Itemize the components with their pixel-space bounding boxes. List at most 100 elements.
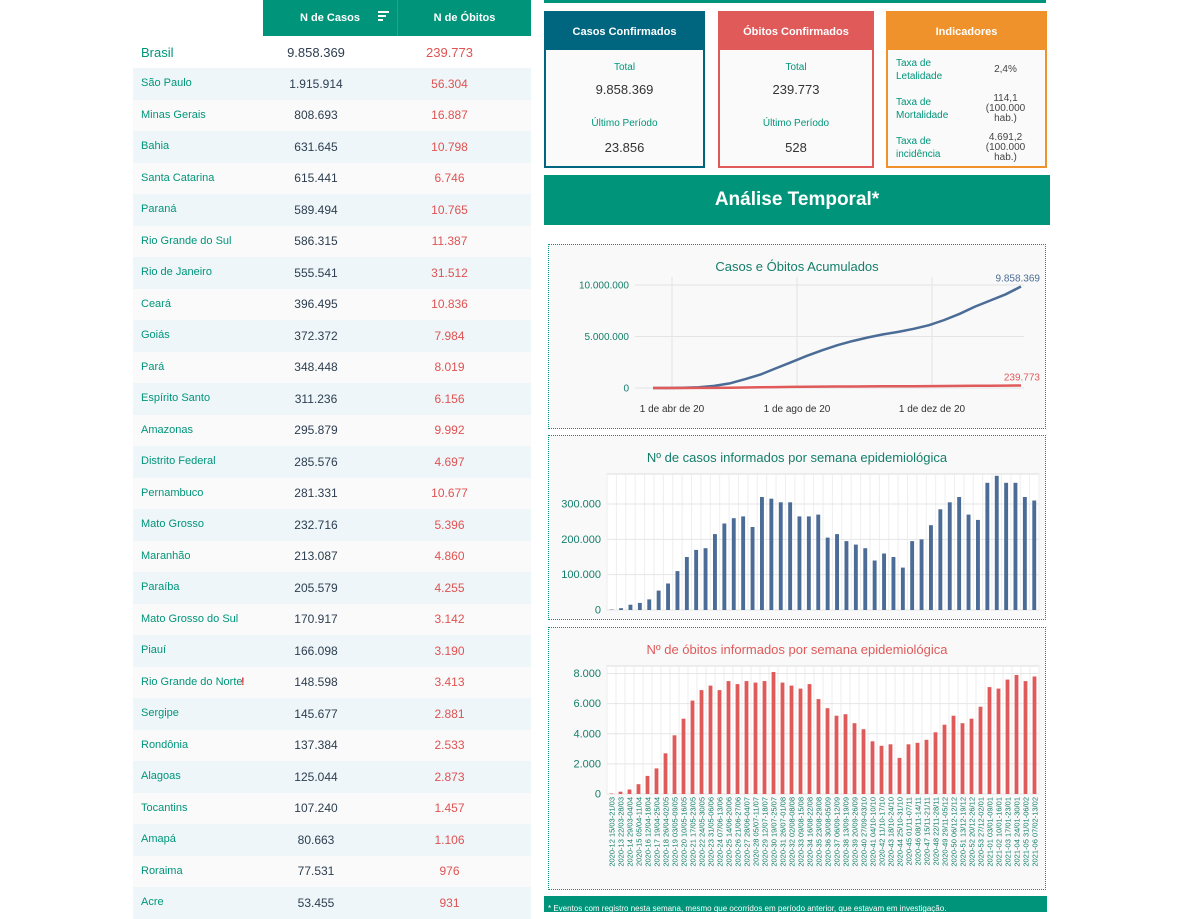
bar [938,509,942,610]
cases-cell: 555.541 [249,266,383,280]
indicator-lethality-label: Taxa de Letalidade [896,57,974,83]
y-tick-label: 0 [595,605,601,617]
deaths-cell: 10.765 [383,203,516,217]
deaths-cell: 1.457 [383,801,516,815]
x-tick-label: 2020-20 10/05-16/05 [680,797,689,867]
x-tick-label: 2020-34 16/08-22/08 [806,797,815,867]
cases-last-value: 23.856 [546,140,703,155]
bar [722,524,726,611]
deaths-cell: 9.992 [383,423,516,437]
state-name: Maranhão [133,550,249,563]
bar [835,534,839,610]
state-name: Mato Grosso do Sul [133,613,249,626]
weekly-deaths-chart[interactable]: Nº de óbitos informados por semana epide… [549,628,1045,889]
cases-cell: 295.879 [249,423,383,437]
bar [871,741,875,794]
cases-cell: 348.448 [249,360,383,374]
weekly-cases-chart[interactable]: Nº de casos informados por semana epidem… [549,436,1045,619]
bar [751,527,755,610]
bar [916,743,920,794]
cases-cell: 311.236 [249,392,383,406]
bar [873,561,877,611]
cases-cell: 372.372 [249,329,383,343]
bar [655,768,659,794]
series-line-cases [653,287,1021,389]
bar [943,725,947,794]
x-tick-label: 2021-03 17/01-23/01 [1004,797,1013,867]
deaths-cell: 931 [383,896,516,910]
bar [657,591,661,610]
cases-cell: 166.098 [249,644,383,658]
bar [1032,501,1036,611]
cumulative-chart[interactable]: Casos e Óbitos Acumulados05.000.00010.00… [549,245,1045,428]
deaths-cell: 4.697 [383,455,516,469]
bar [1004,483,1008,610]
state-name: Alagoas [133,770,249,783]
bar [666,584,670,611]
state-name: Sergipe [133,707,249,720]
deaths-cell: 11.387 [383,234,516,248]
bar [638,603,642,610]
sort-icon[interactable] [378,11,389,23]
cases-cell: 205.579 [249,581,383,595]
x-tick-label: 2021-05 31/01-06/02 [1022,797,1031,867]
deaths-cell: 10.677 [383,486,516,500]
x-tick-label: 2020-29 12/07-18/07 [761,797,770,867]
bar [961,723,965,794]
bar [898,758,902,794]
state-name: Rio de Janeiro [133,266,249,279]
x-tick-label: 2020-37 06/09-12/09 [833,797,842,867]
chart-title: Nº de casos informados por semana epidem… [647,450,948,465]
state-name: Distrito Federal [133,455,249,468]
cases-cell: 589.494 [249,203,383,217]
bar [934,732,938,794]
cases-cell: 631.645 [249,140,383,154]
bar [976,520,980,610]
deaths-cell: 3.142 [383,612,516,626]
y-tick-label: 300.000 [561,499,601,511]
bar [957,497,961,610]
x-tick-label: 2020-38 13/09-19/09 [842,797,851,867]
warning-icon[interactable]: ! [241,676,245,688]
bar [790,686,794,794]
bar [741,516,745,610]
bar [863,548,867,610]
column-header-cases[interactable]: N de Casos [263,0,398,36]
deaths-cell: 6.746 [383,171,516,185]
cases-cell: 9.858.369 [249,45,383,60]
bar [901,568,905,610]
column-header-deaths[interactable]: N de Óbitos [398,0,531,36]
cases-cell: 80.663 [249,833,383,847]
bar [619,608,623,610]
footnote: * Eventos com registro nesta semana, mes… [544,896,1047,912]
